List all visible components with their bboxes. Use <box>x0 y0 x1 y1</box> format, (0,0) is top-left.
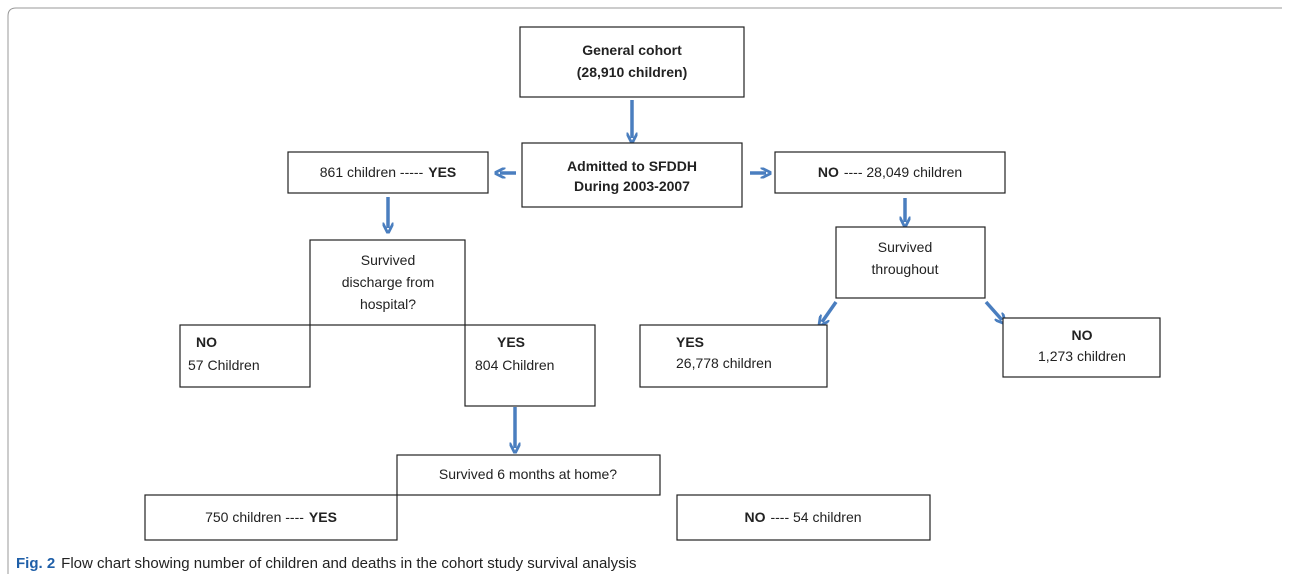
box-text: Survived 6 months at home? <box>439 466 617 482</box>
box-text: 804 Children <box>475 357 554 373</box>
box <box>396 454 661 496</box>
box-text: General cohort <box>582 42 682 58</box>
answer: NO <box>1072 327 1093 343</box>
flow-boxes: General cohort (28,910 children) Admitte… <box>144 26 1161 541</box>
box <box>639 324 828 388</box>
box <box>521 142 743 208</box>
box-text: Survived <box>878 239 932 255</box>
box <box>1002 317 1161 378</box>
box-text: discharge from <box>342 274 435 290</box>
box <box>464 324 596 407</box>
box-text: (28,910 children) <box>577 64 688 80</box>
arrows <box>388 100 1002 448</box>
box-text: throughout <box>872 261 939 277</box>
box-text: 26,778 children <box>676 355 772 371</box>
arrow <box>822 300 838 322</box>
box-text: 57 Children <box>188 357 260 373</box>
answer: YES <box>497 334 525 350</box>
box-text: NO ---- 28,049 children <box>818 164 962 180</box>
box <box>179 324 311 388</box>
box-text: NO ---- 54 children <box>744 509 861 525</box>
box-text: 1,273 children <box>1038 348 1126 364</box>
box-text: 750 children ---- <box>205 509 304 525</box>
box <box>676 494 931 541</box>
box-text: hospital? <box>360 296 416 312</box>
answer: YES <box>309 509 337 525</box>
box-text: During 2003-2007 <box>574 178 690 194</box>
answer: YES <box>676 334 704 350</box>
box <box>144 494 398 541</box>
answer: YES <box>428 164 456 180</box>
box <box>519 26 745 98</box>
answer: NO <box>744 509 765 525</box>
box <box>835 226 986 299</box>
answer: NO <box>196 334 217 350</box>
box-text: ---- 28,049 children <box>844 164 962 180</box>
arrow <box>984 300 1002 320</box>
box-text: 861 children ----- <box>320 164 424 180</box>
box <box>287 151 489 194</box>
figure-frame <box>7 7 1282 574</box>
caption-label: Fig. 2 <box>16 555 55 572</box>
caption: Fig. 2 Flow chart showing number of child… <box>16 555 636 572</box>
box-text: Survived <box>361 252 415 268</box>
answer: NO <box>818 164 839 180</box>
box <box>309 239 466 326</box>
box-text: 861 children ----- YES <box>320 164 457 180</box>
box-text: ---- 54 children <box>770 509 861 525</box>
box <box>774 151 1006 194</box>
box-text: 750 children ---- YES <box>205 509 337 525</box>
box-text: Admitted to SFDDH <box>567 158 697 174</box>
caption-text: Flow chart showing number of children an… <box>61 555 636 572</box>
